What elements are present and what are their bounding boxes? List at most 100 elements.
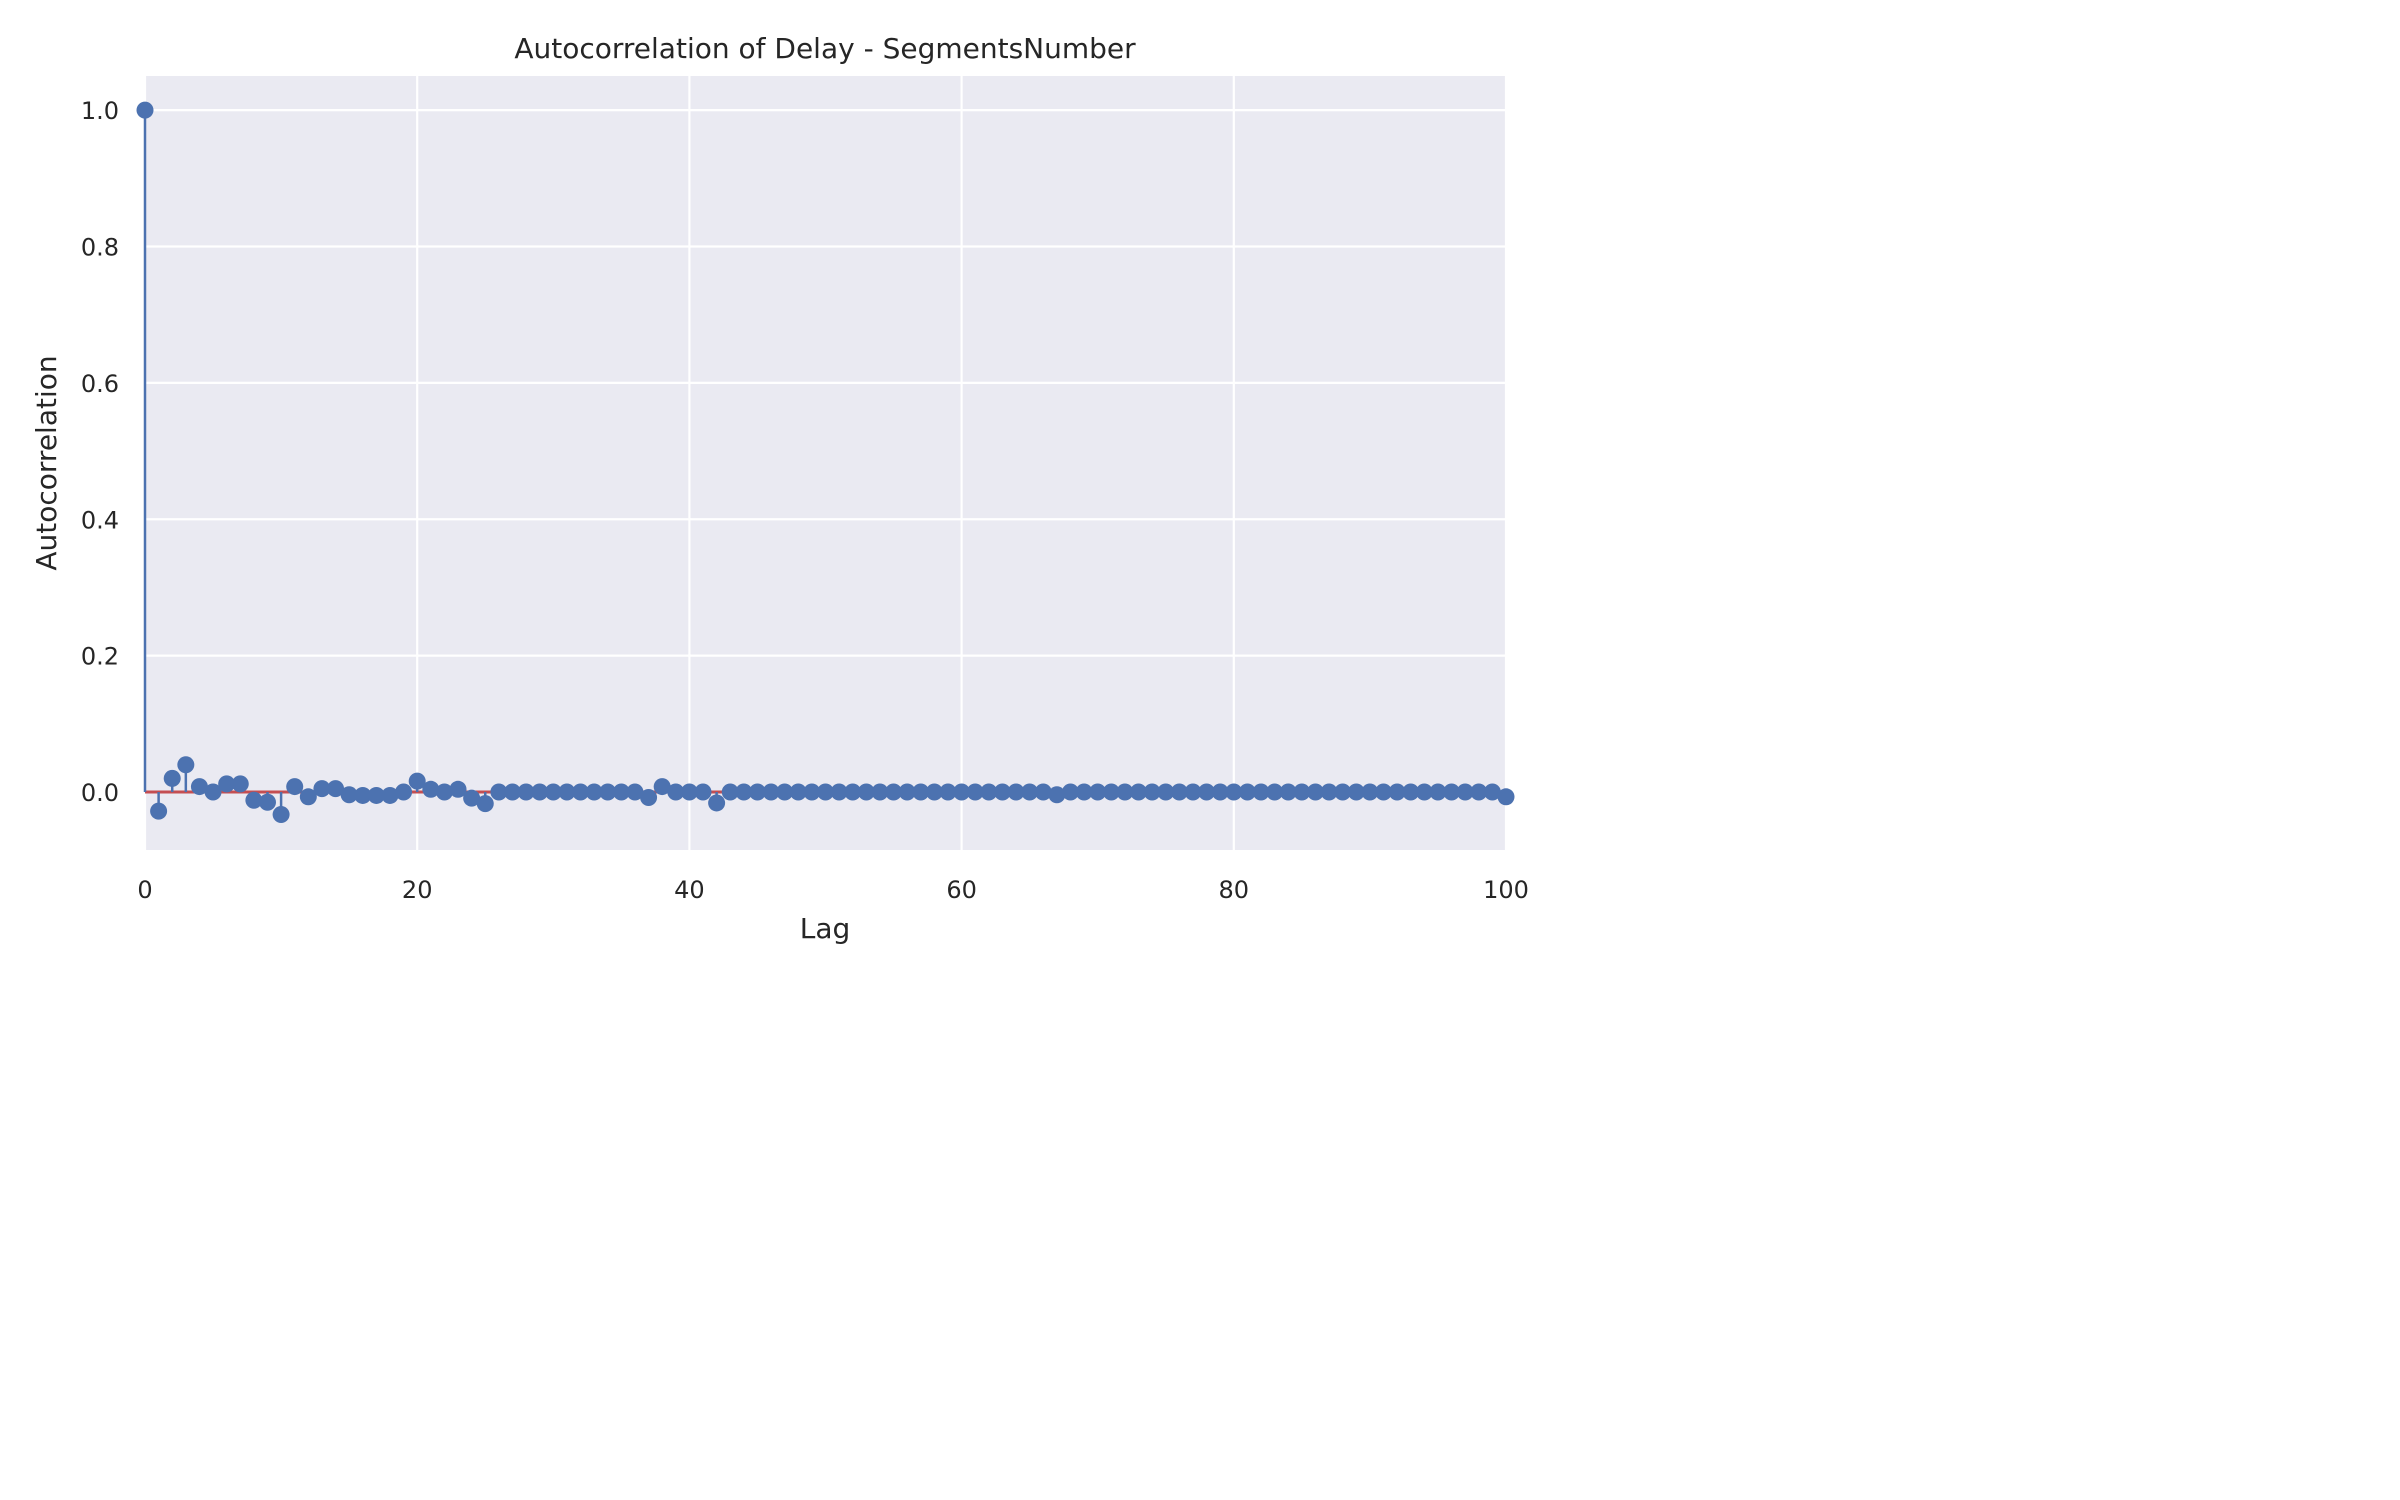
plot-background — [145, 76, 1506, 850]
data-point — [844, 783, 862, 801]
y-tick-label: 0.6 — [81, 370, 119, 398]
data-point — [299, 788, 317, 806]
chart-title: Autocorrelation of Delay - SegmentsNumbe… — [514, 32, 1136, 65]
data-point — [204, 783, 222, 801]
data-point — [612, 783, 630, 801]
data-point — [449, 780, 467, 798]
data-point — [653, 778, 671, 796]
data-point — [1375, 783, 1393, 801]
data-point — [1211, 783, 1229, 801]
data-point — [1456, 783, 1474, 801]
data-point — [435, 783, 453, 801]
data-point — [721, 783, 739, 801]
data-point — [599, 783, 617, 801]
data-point — [245, 791, 263, 809]
x-tick-label: 40 — [674, 876, 705, 904]
y-tick-label: 1.0 — [81, 97, 119, 125]
x-tick-labels: 0 20 40 60 80 100 — [137, 876, 1529, 904]
data-point — [1266, 783, 1284, 801]
data-point — [1021, 783, 1039, 801]
data-point — [503, 783, 521, 801]
x-tick-label: 80 — [1219, 876, 1250, 904]
data-point — [694, 783, 712, 801]
markers-group — [136, 101, 1515, 824]
data-point — [1334, 783, 1352, 801]
y-tick-label: 0.4 — [81, 506, 119, 534]
data-point — [327, 780, 345, 798]
data-point — [190, 778, 208, 796]
data-point — [1470, 783, 1488, 801]
data-point — [1238, 783, 1256, 801]
data-point — [367, 786, 385, 804]
data-point — [558, 783, 576, 801]
x-tick-label: 0 — [137, 876, 152, 904]
data-point — [136, 101, 154, 119]
y-tick-label: 0.8 — [81, 233, 119, 261]
data-point — [150, 802, 168, 820]
x-tick-label: 20 — [402, 876, 433, 904]
data-point — [1225, 783, 1243, 801]
data-point — [395, 783, 413, 801]
data-point — [490, 783, 508, 801]
data-point — [953, 783, 971, 801]
data-point — [422, 780, 440, 798]
data-point — [1279, 783, 1297, 801]
data-point — [1075, 783, 1093, 801]
data-point — [572, 783, 590, 801]
data-point — [585, 783, 603, 801]
data-point — [177, 756, 195, 774]
data-point — [817, 783, 834, 801]
data-point — [1143, 783, 1161, 801]
data-point — [1443, 783, 1461, 801]
data-point — [218, 775, 236, 793]
data-point — [1102, 783, 1120, 801]
y-tick-labels: 0.0 0.2 0.4 0.6 0.8 1.0 — [81, 97, 119, 807]
data-point — [381, 786, 399, 804]
data-point — [626, 783, 644, 801]
data-point — [1361, 783, 1379, 801]
data-point — [231, 775, 249, 793]
data-point — [258, 793, 276, 811]
data-point — [803, 783, 821, 801]
data-point — [871, 783, 889, 801]
data-point — [1048, 786, 1066, 804]
data-point — [340, 786, 358, 804]
data-point — [1429, 783, 1447, 801]
data-point — [857, 783, 875, 801]
data-point — [980, 783, 998, 801]
data-point — [1415, 783, 1433, 801]
data-point — [1061, 783, 1079, 801]
y-tick-label: 0.0 — [81, 779, 119, 807]
data-point — [748, 783, 766, 801]
data-point — [1347, 783, 1365, 801]
data-point — [1198, 783, 1216, 801]
data-point — [313, 780, 331, 798]
data-point — [1116, 783, 1134, 801]
data-point — [1089, 783, 1107, 801]
data-point — [1157, 783, 1175, 801]
data-point — [1034, 783, 1052, 801]
x-tick-label: 60 — [946, 876, 977, 904]
x-axis-label: Lag — [800, 912, 851, 945]
data-point — [898, 783, 916, 801]
data-point — [408, 772, 426, 790]
data-point — [531, 783, 549, 801]
data-point — [640, 788, 658, 806]
data-point — [1497, 788, 1515, 806]
data-point — [1252, 783, 1270, 801]
data-point — [830, 783, 848, 801]
data-point — [789, 783, 807, 801]
data-point — [1483, 783, 1501, 801]
y-tick-label: 0.2 — [81, 643, 119, 671]
data-point — [517, 783, 535, 801]
data-point — [354, 786, 372, 804]
data-point — [1402, 783, 1420, 801]
data-point — [1388, 783, 1406, 801]
data-point — [286, 778, 304, 796]
data-point — [912, 783, 930, 801]
data-point — [680, 783, 698, 801]
data-point — [1320, 783, 1338, 801]
data-point — [708, 794, 726, 812]
chart-figure: 0 20 40 60 80 100 0.0 0.2 0.4 0.6 0.8 1.0 Autocorr… — [0, 0, 1552, 970]
data-point — [1007, 783, 1025, 801]
